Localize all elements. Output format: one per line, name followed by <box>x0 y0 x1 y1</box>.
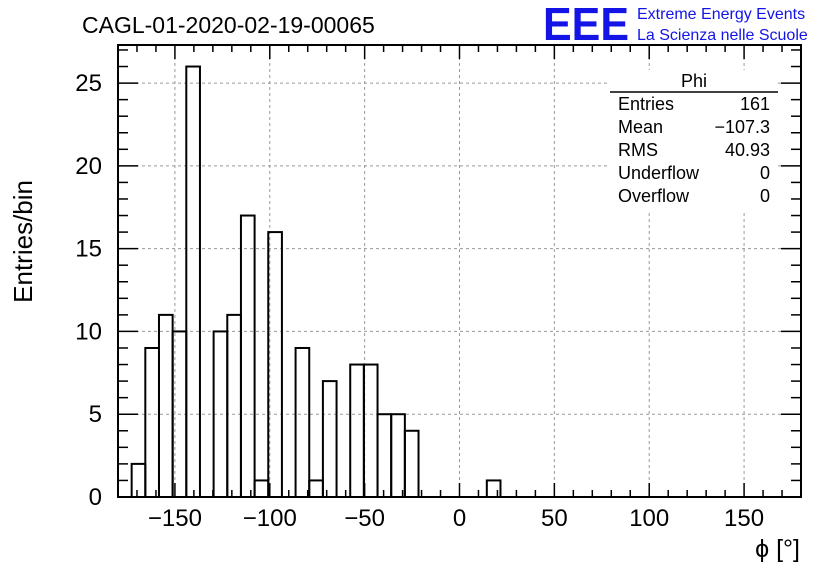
histogram-bar <box>390 413 406 499</box>
x-tick-label: −150 <box>148 505 202 532</box>
chart-title: CAGL-01-2020-02-19-00065 <box>82 12 375 38</box>
eee-logo-mark: EEE <box>543 0 629 50</box>
logo-line-1: Extreme Energy Events <box>637 6 805 23</box>
histogram-bar <box>376 413 393 499</box>
stats-row-value: 161 <box>740 94 770 114</box>
x-tick-label: 100 <box>629 505 669 532</box>
x-tick-label: −100 <box>243 505 297 532</box>
x-axis-label: ϕ [°] <box>755 535 800 563</box>
y-tick-label: 10 <box>75 318 102 345</box>
stats-row-value: 40.93 <box>725 140 770 160</box>
stats-row-label: Entries <box>618 94 674 114</box>
y-tick-label: 20 <box>75 153 102 180</box>
stats-row-value: 0 <box>760 163 770 183</box>
y-tick-labels: 0 5 10 15 20 25 <box>75 70 102 511</box>
logo-line-2: La Scienza nelle Scuole <box>637 27 808 44</box>
histogram-bar <box>349 363 365 498</box>
histogram-bar <box>239 214 256 499</box>
histogram-bar <box>485 479 502 499</box>
eee-logo: EEE Extreme Energy Events La Scienza nel… <box>543 0 808 50</box>
histogram-bar <box>144 346 160 498</box>
x-tick-label: 0 <box>453 505 466 532</box>
histogram-bars <box>130 65 502 499</box>
x-tick-labels: −150 −100 −50 0 50 100 150 <box>148 505 764 532</box>
histogram-bar <box>294 346 311 498</box>
histogram-bar <box>253 479 270 499</box>
histogram-bar <box>308 479 324 499</box>
x-tick-label: 150 <box>724 505 764 532</box>
histogram-bar <box>403 429 420 498</box>
y-tick-label: 15 <box>75 236 102 263</box>
histogram-bar <box>157 313 174 498</box>
histogram-bar <box>185 65 201 499</box>
histogram-bar <box>321 380 338 499</box>
y-tick-label: 0 <box>89 484 102 511</box>
histogram-bar <box>362 363 379 498</box>
histogram-bar <box>267 231 283 498</box>
axis-ticks <box>118 45 801 498</box>
stats-box: Phi Entries 161 Mean −107.3 RMS 40.93 Underflo… <box>610 70 778 212</box>
y-axis-label: Entries/bin <box>8 180 38 303</box>
stats-box-title: Phi <box>681 71 707 91</box>
histogram-bar <box>130 462 147 498</box>
stats-row-label: RMS <box>618 140 658 160</box>
stats-row-label: Mean <box>618 117 663 137</box>
y-tick-label: 5 <box>89 401 102 428</box>
stats-row-label: Overflow <box>618 186 690 206</box>
stats-row-value: −107.3 <box>714 117 770 137</box>
stats-row-label: Underflow <box>618 163 700 183</box>
x-tick-label: −50 <box>344 505 385 532</box>
histogram-bar <box>226 313 242 498</box>
x-tick-label: 50 <box>541 505 568 532</box>
y-tick-label: 25 <box>75 70 102 97</box>
stats-row-value: 0 <box>760 186 770 206</box>
